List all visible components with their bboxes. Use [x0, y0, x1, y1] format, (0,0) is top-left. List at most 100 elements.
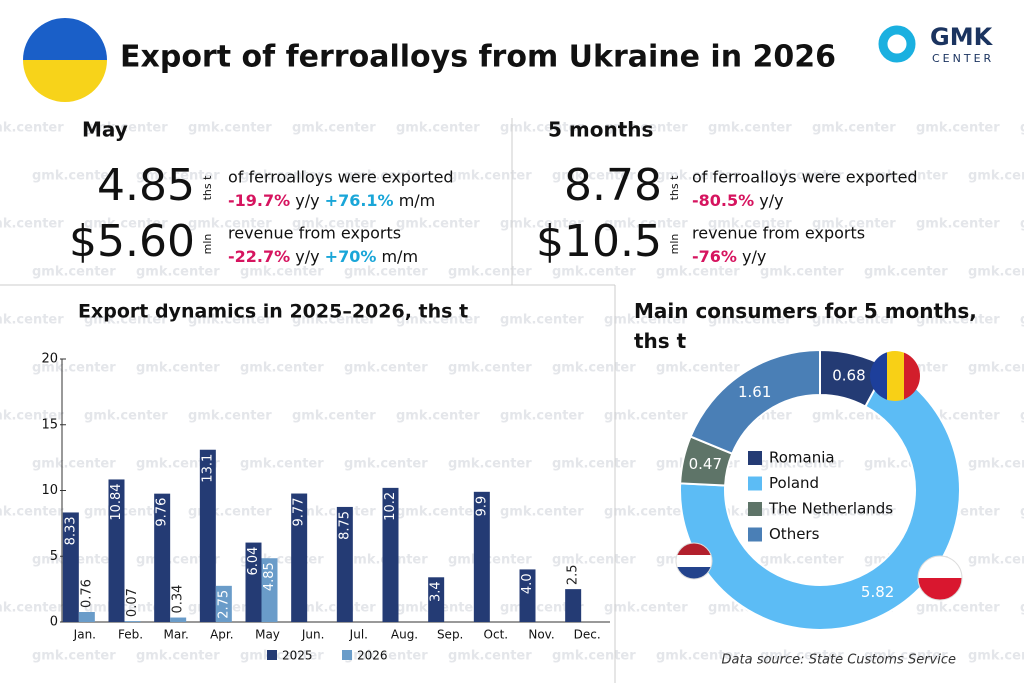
- watermark: gmk.center: [760, 169, 844, 184]
- watermark: gmk.center: [292, 409, 376, 424]
- stat-changes: -76% y/y: [692, 247, 766, 266]
- watermark: gmk.center: [812, 121, 896, 136]
- watermark: gmk.center: [84, 601, 168, 616]
- watermark: gmk.center: [448, 265, 532, 280]
- watermark: gmk.center: [84, 121, 168, 136]
- watermark: gmk.center: [864, 169, 948, 184]
- watermark: gmk.center: [292, 313, 376, 328]
- watermark: gmk.center: [344, 361, 428, 376]
- watermark: gmk.center: [916, 313, 1000, 328]
- stat-unit: mln: [201, 234, 214, 255]
- watermark: gmk.center: [968, 553, 1024, 568]
- watermark: gmk.center: [708, 217, 792, 232]
- bar: [170, 617, 187, 622]
- y-tick-label: 5: [50, 549, 58, 564]
- x-tick-label: Jul.: [349, 628, 368, 642]
- watermark: gmk.center: [32, 649, 116, 664]
- watermark: gmk.center: [552, 553, 636, 568]
- charts: 0 5 10 15 20 Jan. 8.33 0.76 Feb. 10.84 0.07 Mar. 9.7…: [41, 348, 961, 663]
- x-tick-label: May: [255, 628, 280, 642]
- watermark: gmk.center: [396, 121, 480, 136]
- legend-swatch: [748, 527, 762, 542]
- legend-swatch: [748, 451, 762, 465]
- stat-value: $10.5: [536, 216, 662, 267]
- watermark: gmk.center: [240, 265, 324, 280]
- bar: [215, 585, 232, 622]
- legend-swatch: [267, 650, 277, 660]
- x-tick-label: Dec.: [574, 628, 601, 642]
- watermark: gmk.center: [0, 409, 64, 424]
- y-tick-label: 10: [41, 483, 58, 498]
- watermark: gmk.center: [0, 121, 64, 136]
- watermark: gmk.center: [604, 409, 688, 424]
- data-label: 0.07: [125, 588, 140, 617]
- y-tick-label: 20: [41, 352, 58, 367]
- watermark: gmk.center: [396, 409, 480, 424]
- data-label: 8.75: [337, 511, 352, 540]
- change-label: y/y: [295, 191, 319, 210]
- watermark: gmk.center: [292, 121, 376, 136]
- watermark: gmk.center: [448, 457, 532, 472]
- bar: [261, 558, 278, 622]
- legend-label: Others: [769, 525, 820, 543]
- stat-text: revenue from exports: [692, 224, 865, 243]
- donut-segment: [679, 365, 961, 631]
- bar: [245, 542, 262, 622]
- watermark: gmk.center: [604, 217, 688, 232]
- watermark: gmk.center: [292, 505, 376, 520]
- bar: [428, 577, 445, 622]
- bar: [519, 569, 536, 622]
- data-label: 13.1: [200, 454, 215, 483]
- watermark: gmk.center: [552, 361, 636, 376]
- watermark: gmk.center: [552, 457, 636, 472]
- x-tick-label: Sep.: [437, 628, 463, 642]
- chart-title: Export dynamics in 2025–2026, ths t: [78, 301, 468, 323]
- watermark: gmk.center: [448, 553, 532, 568]
- watermark: gmk.center: [240, 169, 324, 184]
- watermark: gmk.center: [32, 457, 116, 472]
- watermark: gmk.center: [448, 361, 532, 376]
- watermark: gmk.center: [656, 649, 740, 664]
- donut-segment: [689, 348, 821, 456]
- watermark: gmk.center: [188, 313, 272, 328]
- watermark: gmk.center: [32, 361, 116, 376]
- data-label: 8.33: [63, 516, 78, 545]
- data-label: 9.77: [292, 498, 307, 527]
- data-label: 3.4: [429, 581, 444, 602]
- watermark: gmk.center: [136, 649, 220, 664]
- legend-label: 2025: [282, 649, 313, 663]
- watermark: gmk.center: [240, 457, 324, 472]
- flags: [675, 351, 963, 601]
- watermark: gmk.center: [1020, 505, 1024, 520]
- watermark: gmk.center: [84, 217, 168, 232]
- y-tick-label: 15: [41, 417, 58, 432]
- watermark: gmk.center: [656, 361, 740, 376]
- logo-subtext: CENTER: [932, 52, 994, 65]
- x-tick-label: Apr.: [210, 628, 233, 642]
- watermark: gmk.center: [448, 649, 532, 664]
- watermark: gmk.center: [188, 217, 272, 232]
- change-label: y/y: [759, 191, 783, 210]
- stat-value: 4.85: [97, 160, 195, 211]
- watermark: gmk.center: [968, 457, 1024, 472]
- watermark: gmk.center: [84, 505, 168, 520]
- stat-value: 8.78: [564, 160, 662, 211]
- watermark: gmk.center: [32, 169, 116, 184]
- watermark: gmk.center: [760, 265, 844, 280]
- watermark: gmk.center: [344, 169, 428, 184]
- watermark: gmk.center: [500, 505, 584, 520]
- data-label: 0.47: [689, 455, 722, 473]
- data-label: 0.76: [79, 579, 94, 608]
- y-tick-label: 0: [50, 615, 58, 630]
- watermark: gmk.center: [916, 121, 1000, 136]
- stat-unit: ths t: [201, 175, 214, 201]
- data-label: 10.2: [383, 492, 398, 521]
- change: +76.1%: [325, 191, 394, 210]
- chart-title-box: Main consumers for 5 months, ths t: [634, 299, 977, 353]
- watermark: gmk.center: [760, 649, 844, 664]
- stat-unit: ths t: [668, 175, 681, 201]
- x-tick-label: Feb.: [118, 628, 143, 642]
- stat-text: of ferroalloys were exported: [692, 168, 918, 187]
- change: -22.7%: [228, 247, 290, 266]
- watermark: gmk.center: [1020, 217, 1024, 232]
